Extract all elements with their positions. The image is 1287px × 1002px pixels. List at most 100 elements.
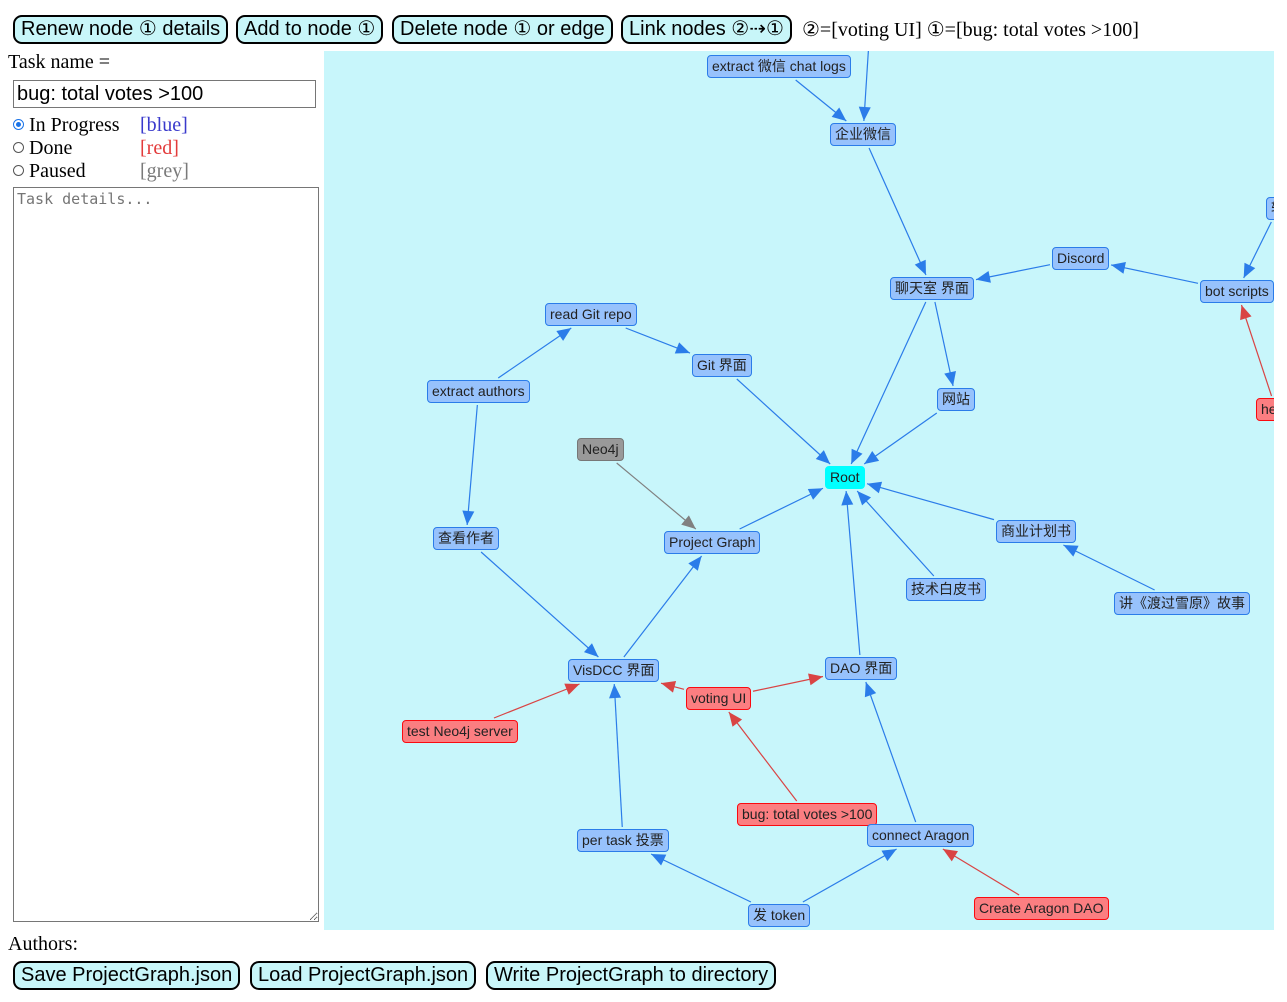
graph-edges-layer	[462, 51, 1273, 903]
edge-arrowhead	[867, 481, 883, 494]
graph-edge[interactable]	[623, 555, 703, 658]
graph-node[interactable]: Git 界面	[692, 354, 752, 377]
edge-arrowhead	[944, 371, 956, 386]
graph-node[interactable]: hello	[1256, 398, 1274, 421]
graph-edge[interactable]	[1063, 544, 1155, 591]
status-color-hint: [red]	[140, 137, 179, 159]
edge-arrowhead	[556, 328, 572, 341]
edge-arrowhead	[808, 673, 823, 686]
edge-arrowhead	[688, 556, 702, 571]
graph-edge[interactable]	[934, 301, 954, 387]
edge-arrowhead	[651, 854, 667, 866]
graph-node[interactable]: VisDCC 界面	[568, 659, 660, 682]
write-graph-button[interactable]: Write ProjectGraph to directory	[486, 961, 777, 990]
graph-node[interactable]: Create Aragon DAO	[974, 897, 1109, 920]
radio-done[interactable]	[13, 142, 24, 153]
edge-arrowhead	[1111, 261, 1126, 274]
edge-arrowhead	[609, 684, 622, 699]
edge-arrowhead	[681, 515, 696, 529]
edge-arrowhead	[831, 107, 847, 121]
graph-canvas[interactable]: extract 微信 chat logs 企业微信转 Discord bot scri…	[324, 51, 1274, 930]
graph-edge[interactable]	[802, 848, 897, 903]
graph-edge[interactable]	[728, 711, 798, 802]
authors-label: Authors:	[8, 933, 78, 955]
graph-node[interactable]: 发 token	[748, 904, 811, 927]
renew-node-button[interactable]: Renew node ① details	[13, 15, 229, 44]
edge-arrowhead	[807, 488, 823, 500]
edge-arrowhead	[1240, 305, 1252, 321]
graph-node[interactable]: 企业微信	[830, 123, 896, 146]
graph-node[interactable]: 讲《渡过雪原》故事	[1114, 592, 1250, 615]
edge-arrowhead	[851, 448, 863, 464]
graph-edge[interactable]	[739, 487, 824, 530]
graph-node[interactable]: connect Aragon	[867, 824, 975, 847]
graph-edge[interactable]	[865, 681, 917, 823]
graph-edge[interactable]	[850, 301, 927, 465]
graph-node[interactable]: Neo4j	[577, 438, 624, 461]
graph-node[interactable]: 转	[1266, 197, 1274, 220]
graph-edge[interactable]	[650, 853, 752, 903]
edge-arrowhead	[1063, 545, 1079, 557]
graph-node[interactable]: Discord	[1052, 247, 1110, 270]
graph-edge[interactable]	[497, 327, 572, 379]
edge-arrowhead	[728, 712, 743, 727]
graph-node[interactable]: extract 微信 chat logs	[707, 55, 851, 78]
edge-arrowhead	[858, 106, 871, 121]
graph-edge[interactable]	[616, 462, 697, 530]
edge-arrowhead	[864, 451, 880, 464]
graph-node[interactable]: DAO 界面	[825, 657, 898, 680]
graph-node[interactable]: per task 投票	[577, 829, 669, 852]
load-graph-button[interactable]: Load ProjectGraph.json	[250, 961, 477, 990]
graph-edge[interactable]	[613, 683, 623, 828]
edge-arrowhead	[864, 682, 877, 698]
status-color-hint: [grey]	[140, 160, 189, 182]
task-details-textarea[interactable]	[13, 187, 319, 922]
edge-arrowhead	[1243, 262, 1256, 278]
graph-edge[interactable]	[736, 378, 831, 465]
status-label: Done	[29, 137, 73, 159]
edge-arrowhead	[857, 491, 872, 506]
graph-edge[interactable]	[845, 490, 861, 656]
graph-node[interactable]: voting UI	[686, 687, 752, 710]
graph-node[interactable]: 商业计划书	[996, 520, 1076, 543]
radio-paused[interactable]	[13, 165, 24, 176]
delete-node-button[interactable]: Delete node ① or edge	[392, 15, 613, 44]
graph-edge[interactable]	[863, 412, 938, 465]
graph-node[interactable]: 查看作者	[433, 527, 499, 550]
graph-node[interactable]: bug: total votes >100	[737, 803, 878, 826]
edge-arrowhead	[661, 680, 677, 693]
graph-node[interactable]: bot scripts	[1200, 280, 1274, 303]
edge-arrowhead	[942, 849, 958, 862]
link-nodes-button[interactable]: Link nodes ②⇢①	[621, 15, 792, 44]
edge-arrowhead	[881, 849, 897, 862]
graph-node[interactable]: 技术白皮书	[906, 578, 986, 601]
edge-arrowhead	[841, 491, 854, 506]
graph-edge[interactable]	[480, 551, 599, 658]
task-name-label: Task name =	[8, 51, 111, 73]
graph-edge[interactable]	[942, 848, 1020, 896]
graph-edge[interactable]	[1240, 304, 1273, 397]
add-to-node-button[interactable]: Add to node ①	[236, 15, 384, 44]
graph-node[interactable]: Root	[825, 466, 865, 489]
graph-node[interactable]: extract authors	[427, 380, 530, 403]
graph-node[interactable]: read Git repo	[545, 303, 637, 326]
graph-node[interactable]: 聊天室 界面	[890, 277, 974, 300]
task-name-input[interactable]	[13, 80, 316, 108]
edge-arrowhead	[914, 259, 926, 275]
graph-edge[interactable]	[1110, 264, 1199, 284]
radio-in-progress[interactable]	[13, 119, 24, 130]
edge-arrowhead	[815, 450, 831, 464]
edge-arrowhead	[674, 342, 690, 354]
graph-edge[interactable]	[868, 147, 927, 276]
edge-arrowhead	[583, 643, 599, 657]
status-label: Paused	[29, 160, 86, 182]
selection-legend: ②=[voting UI] ①=[bug: total votes >100]	[802, 19, 1139, 41]
graph-node[interactable]: 网站	[937, 388, 975, 411]
graph-edge[interactable]	[493, 683, 580, 719]
save-graph-button[interactable]: Save ProjectGraph.json	[13, 961, 241, 990]
graph-edge[interactable]	[856, 490, 935, 577]
graph-node[interactable]: Project Graph	[664, 531, 761, 554]
graph-edge[interactable]	[866, 483, 995, 521]
graph-node[interactable]: test Neo4j server	[402, 720, 518, 743]
graph-edge[interactable]	[466, 404, 478, 526]
